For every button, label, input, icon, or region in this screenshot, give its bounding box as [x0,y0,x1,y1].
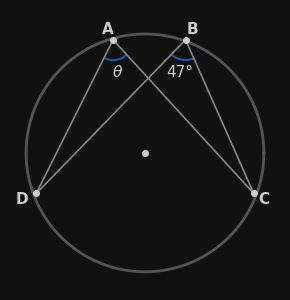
Text: B: B [187,22,199,37]
Text: D: D [15,192,28,207]
Text: A: A [102,22,113,37]
Text: θ: θ [113,65,122,80]
Text: 47°: 47° [166,65,193,80]
Text: C: C [258,192,269,207]
